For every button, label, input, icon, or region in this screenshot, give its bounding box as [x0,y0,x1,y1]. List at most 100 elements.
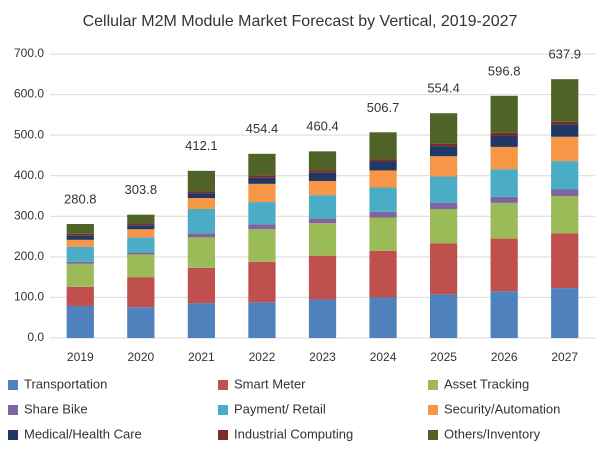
legend-label: Smart Meter [234,376,306,391]
bar-segment [127,225,155,230]
total-label: 596.8 [488,63,521,78]
bar-segment [248,202,276,225]
x-tick-label: 2023 [309,350,336,364]
total-label: 280.8 [64,192,97,207]
bar-segment [127,277,155,308]
total-label: 460.4 [306,119,339,134]
bar-segment [187,303,216,338]
bar-segment [187,267,216,304]
bar-segment [551,161,579,190]
bar-segment [308,223,337,256]
legend-label: Asset Tracking [444,376,529,391]
bar-segment [429,113,458,144]
legend-label: Others/Inventory [444,426,541,441]
bar-segment [369,187,397,212]
bar-segment [66,233,94,236]
bar-segment [66,286,94,306]
bar-segment [187,191,216,194]
bar-segment [369,250,397,298]
legend-swatch [218,405,228,415]
bar-segment [551,196,579,234]
bar-segment [490,146,518,170]
bar-segment [429,176,458,203]
x-tick-label: 2027 [551,350,578,364]
total-label: 637.9 [548,47,581,62]
bar-segment [551,136,579,162]
y-tick-label: 100.0 [14,290,44,304]
bar-segment [551,79,579,122]
legend-swatch [428,405,438,415]
bar-segment [127,237,155,253]
bar-segment [248,153,276,176]
bar-segment [187,208,216,234]
bar-segment [429,146,458,157]
legend-label: Transportation [24,376,107,391]
y-tick-label: 300.0 [14,208,44,222]
legend-label: Share Bike [24,401,88,416]
bar-segment [308,255,337,300]
bar-segment [429,202,458,209]
bar-segment [308,180,337,196]
bar-segment [127,229,155,238]
bar-segment [66,239,94,247]
bar-segment [490,238,518,292]
bar-segment [369,161,397,171]
y-tick-label: 500.0 [14,127,44,141]
legend-label: Industrial Computing [234,426,353,441]
bar-segment [66,263,94,287]
bar-segment [248,229,276,262]
bar-segment [490,202,518,239]
bar-segment [127,252,155,255]
bar-segment [127,223,155,226]
bar-segment [369,159,397,162]
legend-label: Security/Automation [444,401,560,416]
x-tick-label: 2019 [67,350,94,364]
bar-segment [551,233,579,289]
y-tick-label: 400.0 [14,168,44,182]
bar-segment [429,156,458,177]
legend-swatch [428,430,438,440]
bar-segment [308,172,337,181]
bar-segment [369,211,397,218]
bar-segment [248,261,276,303]
bar-segment [490,196,518,203]
bar-segment [308,170,337,173]
bar-segment [551,288,579,338]
bar-segment [66,223,94,234]
bar-segment [66,261,94,264]
bar-segment [369,132,397,160]
y-tick-label: 0.0 [27,330,44,344]
bar-segment [66,246,94,262]
y-tick-label: 700.0 [14,46,44,60]
bar-segment [127,214,155,224]
bar-segment [66,235,94,240]
bar-segment [308,195,337,219]
legend-swatch [218,430,228,440]
bar-segment [308,151,337,171]
bar-segment [490,135,518,147]
y-tick-label: 200.0 [14,249,44,263]
x-tick-label: 2020 [127,350,154,364]
bar-segment [248,177,276,184]
bar-segment [429,208,458,244]
bar-segment [66,305,94,338]
bar-segment [127,254,155,278]
legend-swatch [218,380,228,390]
bar-segment [187,233,216,238]
total-label: 554.4 [427,81,460,96]
bar-segment [187,237,216,268]
bar-segment [369,217,397,251]
bar-segment [369,297,397,338]
bar-segment [187,198,216,209]
x-tick-label: 2024 [370,350,397,364]
bar-segment [187,193,216,199]
bar-segment [248,183,276,203]
x-tick-label: 2026 [491,350,518,364]
bar-segment [551,121,579,125]
legend-swatch [8,380,18,390]
bar-segment [187,170,216,192]
legend-label: Payment/ Retail [234,401,326,416]
bar-segment [308,299,337,338]
bar-segment [551,124,579,137]
y-tick-label: 600.0 [14,87,44,101]
